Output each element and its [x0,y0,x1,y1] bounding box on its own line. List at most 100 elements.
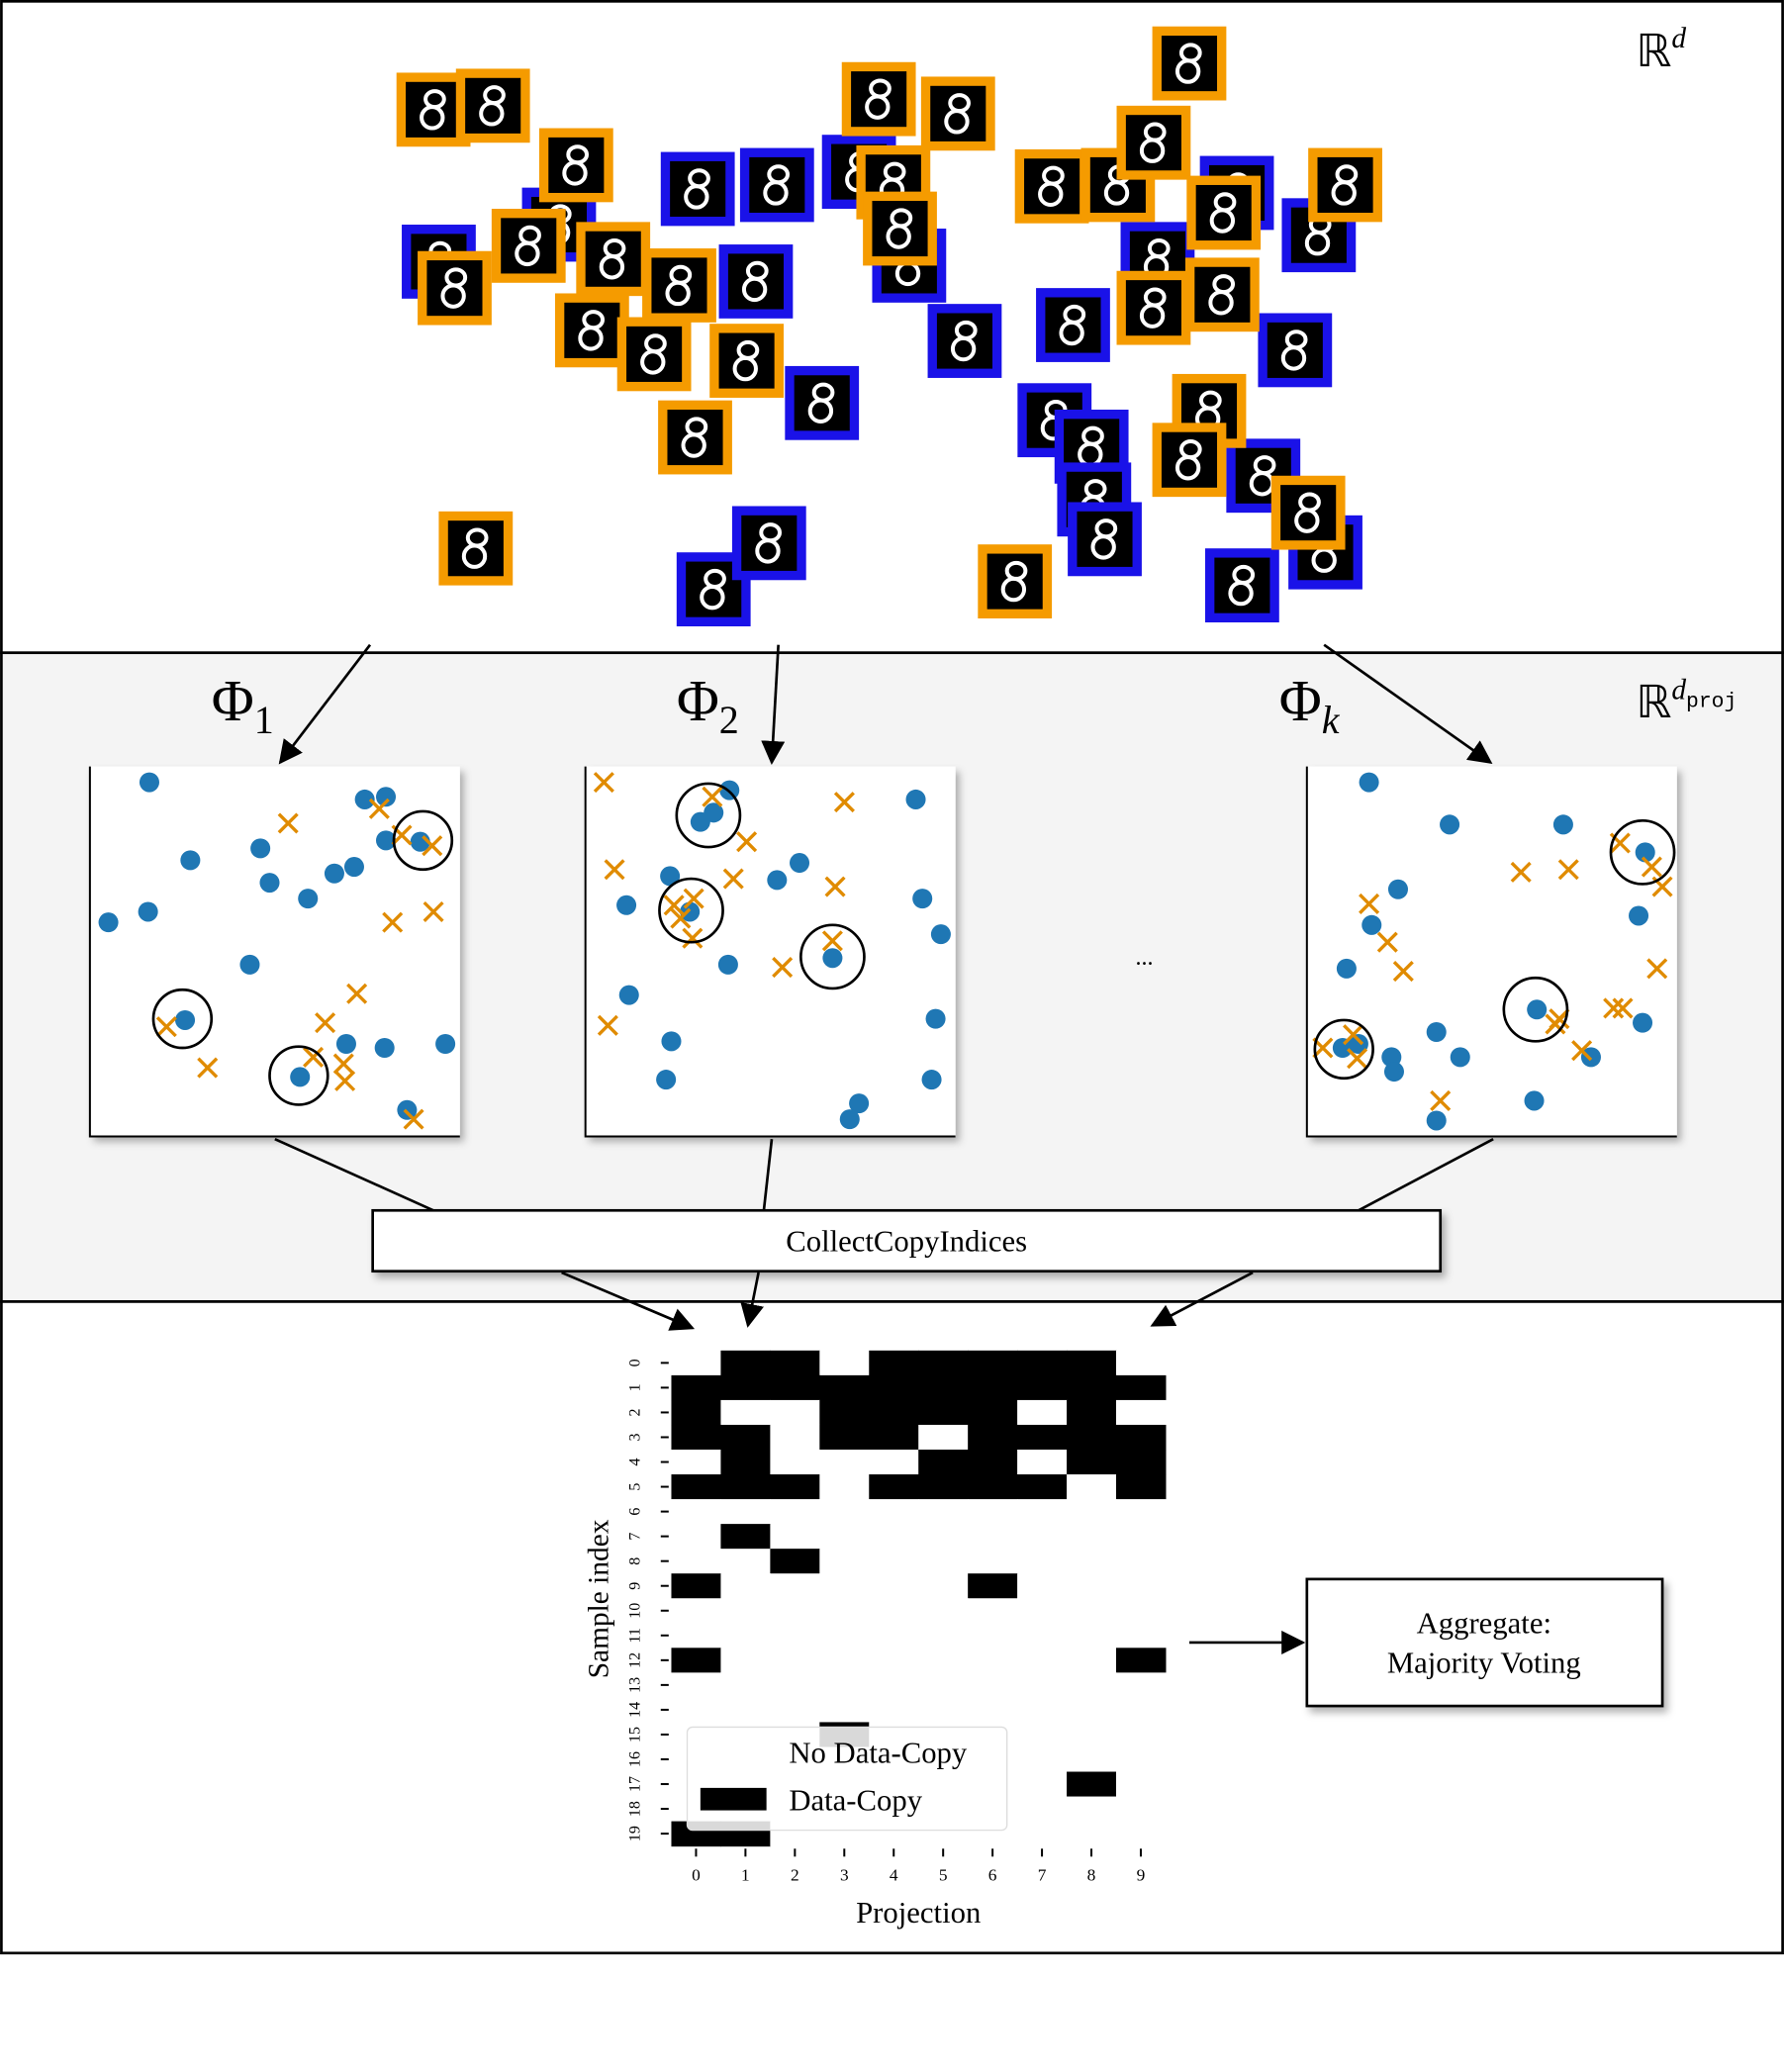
heat-cell [671,1474,721,1500]
y-tick-label: 5 [626,1483,643,1491]
heat-cell [671,1648,721,1673]
digit-tile [718,244,794,319]
heat-cell [1067,1821,1117,1847]
cross [1376,931,1398,953]
heat-cell [819,1697,870,1723]
projection-label: Φ2 [677,669,739,742]
cross [277,812,299,834]
heat-cell [918,1672,969,1698]
heat-cell [1115,1499,1167,1525]
y-axis-label: Sample index [583,1519,614,1678]
point [767,870,788,891]
digit-stroke [578,326,604,351]
heat-cell [1017,1796,1068,1823]
digit-tile [1184,257,1260,332]
heat-cell [819,1424,870,1451]
digit-tile [1014,148,1089,224]
plot-area [585,766,956,1137]
proj-space-label: ℝdproj [1636,674,1737,727]
heat-cell [918,1598,969,1624]
digit-stroke [440,283,466,309]
heat-cell [671,1697,721,1723]
heat-cell [819,1672,870,1698]
point [849,1093,870,1114]
x-tick-label: 9 [1137,1865,1146,1884]
heat-cell [968,1623,1018,1648]
digit-tile [739,147,814,223]
heat-cell [869,1549,919,1574]
heat-cell [1115,1598,1167,1624]
point [175,1009,196,1030]
heat-cell [720,1524,771,1550]
cross [702,786,723,807]
heat-cell [1017,1549,1068,1574]
cross [722,868,744,890]
digit-stroke [1331,180,1357,206]
heat-cell [869,1648,919,1673]
y-tick-label: 3 [626,1433,643,1441]
heat-cell [1017,1697,1068,1723]
digit-tile [1068,502,1142,577]
digit-tile [785,365,860,440]
scatter-plot [584,766,956,1138]
digit-stroke [1228,580,1254,607]
point [138,901,158,922]
heat-cell [1115,1474,1167,1500]
copy-circle [658,877,724,944]
heat-cell [1017,1499,1068,1525]
cross [604,859,625,881]
point [1629,905,1649,926]
heat-cell [1067,1697,1117,1723]
heat-cell [1115,1746,1167,1773]
heat-cell [1017,1722,1068,1748]
heat-cell [720,1449,771,1475]
point [1426,1021,1447,1043]
digit-stroke [700,584,725,611]
digit-tile [1308,147,1382,223]
heat-cell [819,1623,870,1648]
digit-stroke [741,276,768,303]
digit-stroke [479,101,505,127]
y-tick-label: 15 [626,1727,643,1742]
digit-stroke [1174,58,1201,84]
digit-tile [642,248,716,323]
point [1359,772,1379,793]
heat-cell [1067,1474,1117,1500]
heat-cell [918,1697,969,1723]
ellipsis: ... [1136,945,1154,971]
digit-stroke [1139,138,1166,163]
digit-stroke [640,349,666,375]
cross [315,1012,336,1034]
heat-cell [1017,1821,1068,1847]
digit-tile [1270,475,1346,550]
heat-cell [819,1449,870,1475]
plot-axes [1305,766,1677,1138]
cross [346,983,368,1004]
heat-cell [1067,1796,1117,1823]
digit-tile [731,506,806,581]
cross [1641,856,1662,878]
digit-tile [1152,26,1227,101]
heat-cell [869,1573,919,1599]
cross [670,907,692,929]
cross [422,835,443,857]
cross [1571,1040,1593,1062]
y-tick-label: 13 [626,1677,643,1693]
point [1524,1090,1545,1111]
point [290,1067,311,1087]
heat-cell [770,1424,820,1451]
heat-cell [1115,1374,1167,1401]
heat-cell [671,1374,721,1401]
heat-cell [1115,1697,1167,1723]
heat-cell [918,1549,969,1574]
point [1633,1012,1653,1033]
y-tick-label: 0 [626,1359,643,1366]
cross [403,1108,424,1130]
point [343,857,364,878]
y-tick-label: 6 [626,1508,643,1516]
heat-cell [720,1672,771,1698]
y-tick-label: 4 [626,1459,643,1466]
point [717,954,738,975]
point [790,853,810,874]
cross [155,1016,177,1038]
